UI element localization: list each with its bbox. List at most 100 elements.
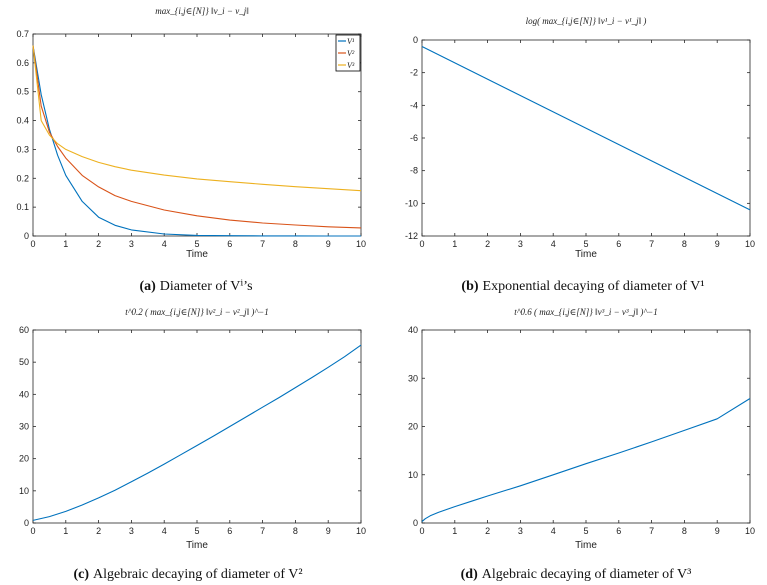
panel-a-title: max_{i,j∈[N]} ‖v_i − v_j‖	[155, 6, 248, 16]
legend-label-v2: V²	[347, 49, 355, 58]
y-tick-label: -8	[410, 166, 418, 176]
y-tick-label: 10	[408, 470, 418, 480]
y-tick-label: 0.2	[16, 173, 29, 183]
series-line-1	[32, 344, 362, 521]
x-tick-label: 2	[485, 526, 490, 536]
panel-d-axes: 0 1 2 3 4 5 6 7 8 9 10 0 10 20 30 40	[408, 325, 755, 536]
plot-frame	[32, 33, 362, 237]
caption-text: Algebraic decaying of diameter of V²	[93, 567, 303, 582]
x-tick-label: 5	[583, 526, 588, 536]
x-tick-label: 3	[129, 239, 134, 249]
y-tick-label: 20	[19, 454, 29, 464]
y-tick-label: -10	[405, 198, 418, 208]
y-tick-label: 0	[413, 35, 418, 45]
y-tick-label: 30	[19, 422, 29, 432]
y-tick-label: 40	[19, 389, 29, 399]
series-line-3	[32, 45, 362, 192]
x-tick-label: 3	[129, 526, 134, 536]
caption-label: (a)	[139, 279, 156, 294]
x-tick-label: 2	[96, 526, 101, 536]
y-tick-label: 10	[19, 486, 29, 496]
x-tick-label: 1	[63, 239, 68, 249]
x-tick-label: 8	[293, 239, 298, 249]
plot-frame	[32, 329, 362, 524]
x-tick-label: 9	[715, 239, 720, 249]
caption-label: (b)	[461, 279, 478, 294]
y-tick-label: 0	[24, 231, 29, 241]
y-tick-label: -2	[410, 68, 418, 78]
x-tick-label: 6	[227, 239, 232, 249]
x-tick-label: 4	[551, 239, 556, 249]
plot-frame	[421, 329, 751, 524]
x-tick-label: 3	[518, 526, 523, 536]
legend-label-v1: V¹	[347, 37, 355, 46]
panel-a-xlabel: Time	[186, 249, 208, 260]
caption-text: Diameter of Vⁱ’s	[160, 279, 253, 294]
x-tick-label: 4	[162, 239, 167, 249]
y-tick-label: -12	[405, 231, 418, 241]
y-tick-label: -4	[410, 100, 418, 110]
x-tick-label: 3	[518, 239, 523, 249]
x-tick-label: 5	[194, 526, 199, 536]
panel-b-xlabel: Time	[575, 249, 597, 260]
x-tick-label: 10	[356, 239, 366, 249]
x-tick-label: 9	[326, 239, 331, 249]
panel-c-title: t^0.2 ( max_{i,j∈[N]} ‖v²_i − v²_j‖ )^−1	[125, 307, 269, 317]
x-tick-label: 10	[745, 239, 755, 249]
x-tick-label: 8	[682, 526, 687, 536]
panel-a-diameter: max_{i,j∈[N]} ‖v_i − v_j‖ 0 1 2 3 4 5 6 7 8 9 1000…	[16, 6, 366, 294]
x-tick-label: 4	[551, 526, 556, 536]
x-tick-label: 2	[96, 239, 101, 249]
panel-c-xlabel: Time	[186, 540, 208, 551]
x-tick-label: 6	[616, 526, 621, 536]
y-tick-label: 40	[408, 325, 418, 335]
x-tick-label: 10	[745, 526, 755, 536]
caption-text: Algebraic decaying of diameter of V³	[482, 567, 692, 582]
panel-b-log-diameter: log( max_{i,j∈[N]} ‖v¹_i − v¹_j‖ ) 0 1 2 3 4…	[405, 16, 755, 294]
y-tick-label: 50	[19, 357, 29, 367]
x-tick-label: 8	[682, 239, 687, 249]
x-tick-label: 4	[162, 526, 167, 536]
panel-a-axes: 0 1 2 3 4 5 6 7 8 9 10 0 0.1 0.2 0.3 0.4 0.5 0.6 0.7	[16, 29, 366, 249]
x-tick-label: 7	[260, 526, 265, 536]
panel-b-title: log( max_{i,j∈[N]} ‖v¹_i − v¹_j‖ )	[526, 16, 647, 26]
caption-text: Exponential decaying of diameter of V¹	[483, 279, 705, 294]
y-tick-label: 0.7	[16, 29, 29, 39]
series-line-1	[421, 398, 751, 523]
panel-d-algebraic-v3: t^0.6 ( max_{i,j∈[N]} ‖v³_i − v³_j‖ )^−1…	[408, 307, 755, 582]
x-tick-label: 1	[452, 526, 457, 536]
caption-label: (c)	[73, 567, 89, 582]
plot-frame	[421, 39, 751, 237]
y-tick-label: 0.1	[16, 202, 29, 212]
x-tick-label: 7	[649, 526, 654, 536]
x-tick-label: 5	[194, 239, 199, 249]
x-tick-label: 10	[356, 526, 366, 536]
x-tick-label: 5	[583, 239, 588, 249]
y-tick-label: 0	[413, 518, 418, 528]
panel-d-caption: (d) Algebraic decaying of diameter of V³	[461, 567, 692, 582]
x-tick-label: 2	[485, 239, 490, 249]
x-tick-label: 0	[30, 526, 35, 536]
y-tick-label: 0.3	[16, 144, 29, 154]
panel-a-caption: (a) Diameter of Vⁱ’s	[139, 279, 252, 294]
y-tick-label: 20	[408, 422, 418, 432]
y-tick-label: 0.4	[16, 116, 29, 126]
x-tick-label: 7	[649, 239, 654, 249]
x-tick-label: 7	[260, 239, 265, 249]
x-tick-label: 1	[63, 526, 68, 536]
panel-c-algebraic-v2: t^0.2 ( max_{i,j∈[N]} ‖v²_i − v²_j‖ )^−1…	[19, 307, 366, 582]
x-tick-label: 9	[715, 526, 720, 536]
panel-b-caption: (b) Exponential decaying of diameter of V…	[461, 279, 704, 294]
series-line-1	[421, 46, 751, 211]
x-tick-label: 1	[452, 239, 457, 249]
x-tick-label: 0	[419, 239, 424, 249]
panel-d-title: t^0.6 ( max_{i,j∈[N]} ‖v³_i − v³_j‖ )^−1	[514, 307, 658, 317]
panel-d-xlabel: Time	[575, 540, 597, 551]
y-tick-label: 30	[408, 373, 418, 383]
panel-a-legend: V¹ V² V³	[335, 34, 361, 72]
legend-label-v3: V³	[347, 61, 355, 70]
caption-label: (d)	[461, 567, 478, 582]
y-tick-label: 60	[19, 325, 29, 335]
x-tick-label: 8	[293, 526, 298, 536]
